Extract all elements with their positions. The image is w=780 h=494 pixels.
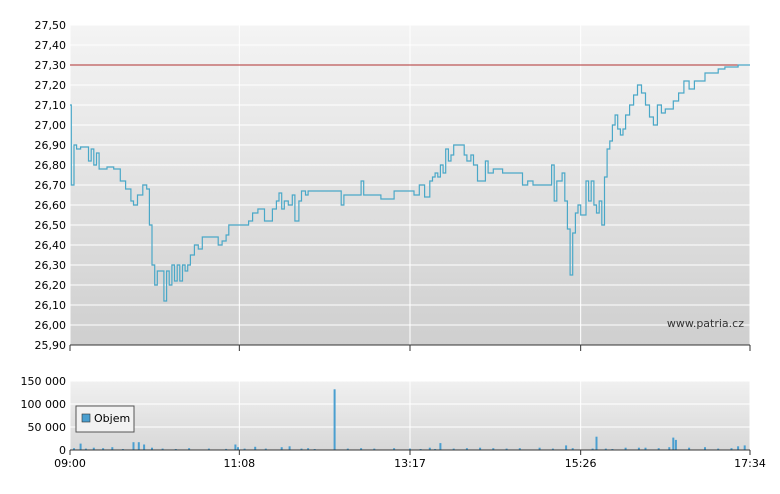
volume-bar	[604, 448, 607, 450]
volume-bar	[672, 437, 675, 450]
volume-bar	[137, 442, 140, 450]
volume-bar	[360, 448, 363, 450]
volume-bar	[674, 439, 677, 450]
volume-bar	[668, 447, 671, 450]
volume-bar	[280, 447, 283, 450]
volume-bar	[465, 448, 468, 450]
volume-bar	[571, 448, 574, 450]
volume-bar	[243, 448, 246, 450]
x-axis-time-label: 13:17	[394, 457, 426, 470]
price-y-axis: 27,50 27,40 27,30 27,20 27,10 27,00 26,90 26,80…	[35, 19, 67, 352]
x-axis-time-label: 15:26	[565, 457, 597, 470]
volume-bar	[151, 447, 153, 450]
volume-bar	[657, 448, 660, 450]
volume-bar	[717, 448, 720, 450]
volume-bar	[102, 448, 105, 450]
price-y-tick-label: 27,10	[35, 99, 67, 112]
price-x-ticks	[69, 345, 751, 351]
volume-bar	[300, 448, 303, 450]
volume-legend: Objem	[75, 405, 135, 433]
volume-bar	[688, 447, 691, 450]
volume-x-axis-labels: 09:00 11:08 13:17 15:26 17:34	[54, 450, 766, 470]
x-axis-time-label: 09:00	[54, 457, 86, 470]
x-axis-time-label: 17:34	[734, 457, 766, 470]
volume-bar	[373, 448, 376, 450]
volume-bar	[132, 442, 135, 450]
price-y-tick-label: 27,50	[35, 19, 67, 32]
volume-bar	[743, 445, 746, 450]
volume-bar	[111, 447, 114, 450]
price-y-tick-label: 25,90	[35, 339, 67, 352]
volume-bar	[225, 448, 228, 450]
price-y-tick-label: 27,20	[35, 79, 67, 92]
source-watermark: www.patria.cz	[667, 317, 744, 330]
volume-bar	[254, 446, 257, 450]
volume-bar	[565, 445, 568, 450]
price-y-tick-label: 26,20	[35, 279, 67, 292]
volume-bar	[143, 444, 146, 450]
price-y-tick-label: 27,00	[35, 119, 67, 132]
volume-y-tick-label: 150 000	[21, 375, 67, 388]
price-y-tick-label: 27,40	[35, 39, 67, 52]
volume-bar	[307, 448, 310, 450]
volume-bar	[264, 448, 267, 450]
volume-bar	[237, 447, 239, 450]
volume-bar	[188, 448, 191, 450]
price-y-tick-label: 26,40	[35, 239, 67, 252]
volume-bar	[704, 447, 706, 450]
volume-bar	[595, 436, 598, 450]
volume-bar	[538, 447, 541, 450]
price-y-tick-label: 26,00	[35, 319, 67, 332]
legend-label: Objem	[94, 412, 130, 425]
volume-y-tick-label: 0	[59, 444, 66, 457]
volume-bar	[346, 448, 349, 450]
volume-bar	[92, 447, 95, 450]
price-y-tick-label: 26,50	[35, 219, 67, 232]
volume-bar	[591, 448, 594, 450]
volume-bar	[393, 448, 396, 450]
price-y-tick-label: 26,70	[35, 179, 67, 192]
volume-bar	[505, 448, 508, 450]
volume-bar	[637, 447, 640, 450]
x-axis-time-label: 11:08	[223, 457, 255, 470]
volume-bar	[452, 448, 455, 450]
price-y-tick-label: 26,10	[35, 299, 67, 312]
volume-y-tick-label: 50 000	[28, 421, 67, 434]
volume-bar	[288, 446, 291, 450]
volume-bar	[492, 448, 495, 450]
volume-y-axis: 150 000 100 000 50 000 0	[21, 375, 67, 457]
volume-bar	[518, 448, 521, 450]
price-y-tick-label: 26,60	[35, 199, 67, 212]
volume-bars	[73, 389, 746, 450]
price-y-tick-label: 26,30	[35, 259, 67, 272]
volume-bar	[207, 448, 210, 450]
volume-bar	[234, 444, 237, 450]
volume-bar	[551, 448, 554, 450]
volume-bar	[161, 448, 164, 450]
legend-swatch	[81, 413, 91, 423]
volume-bar	[84, 448, 87, 450]
volume-bar	[409, 448, 411, 450]
price-y-tick-label: 26,80	[35, 159, 67, 172]
volume-bar	[73, 448, 75, 450]
price-y-tick-label: 26,90	[35, 139, 67, 152]
volume-bar	[79, 443, 82, 450]
price-series-line	[70, 64, 750, 302]
volume-bar	[333, 389, 336, 450]
volume-bar	[644, 447, 647, 450]
volume-bar	[730, 448, 733, 450]
volume-bar	[737, 446, 740, 450]
price-y-tick-label: 27,30	[35, 59, 67, 72]
volume-bar	[439, 443, 442, 450]
volume-bar	[479, 447, 482, 450]
volume-bar	[624, 447, 627, 450]
volume-y-tick-label: 100 000	[21, 398, 67, 411]
volume-bar	[428, 447, 431, 450]
